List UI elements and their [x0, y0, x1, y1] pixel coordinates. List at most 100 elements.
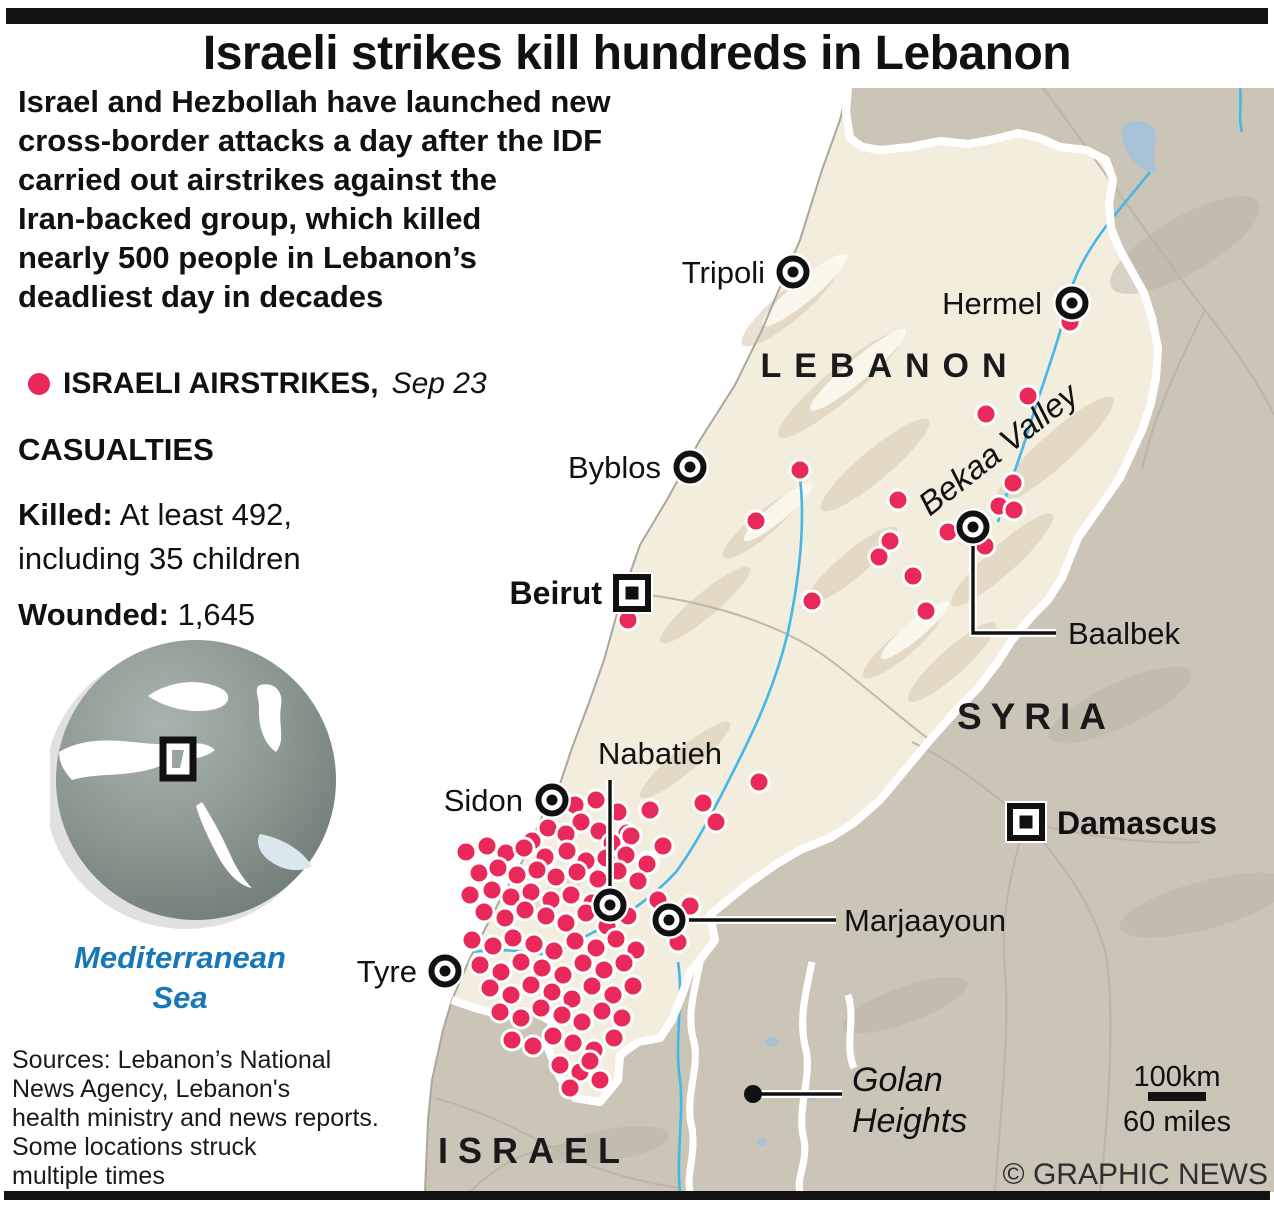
- airstrike-dot: [488, 1000, 512, 1024]
- airstrike-dot: [558, 1076, 582, 1100]
- bottom-rule-bar: [4, 1191, 1270, 1200]
- airstrike-dot: [522, 932, 546, 956]
- airstrike-dot: [458, 883, 482, 907]
- airstrike-dot: [691, 791, 715, 815]
- airstrike-dot: [550, 1003, 574, 1027]
- airstrike-dot-icon: [28, 373, 50, 395]
- country-label-syria: SYRIA: [957, 696, 1115, 737]
- airstrike-dot: [534, 904, 558, 928]
- scale-km: 100km: [1133, 1061, 1220, 1093]
- airstrike-dot: [974, 402, 998, 426]
- intro-text: Israel and Hezbollah have launched new c…: [18, 84, 611, 314]
- airstrike-dot: [521, 1034, 545, 1058]
- globe-seas: [59, 682, 282, 888]
- casualties-heading: CASUALTIES: [18, 432, 214, 467]
- town-marker-core: [787, 266, 799, 278]
- airstrike-dot: [500, 1028, 524, 1052]
- city-label-nabatieh: Nabatieh: [598, 736, 722, 771]
- leader-dot: [744, 1085, 762, 1103]
- city-label-hermel: Hermel: [942, 286, 1042, 321]
- airstrike-dot: [505, 863, 529, 887]
- airstrike-dot: [542, 939, 566, 963]
- lebanon-border: [452, 88, 1162, 1106]
- airstrike-dot: [586, 867, 610, 891]
- airstrike-dot: [584, 936, 608, 960]
- killed-line: Killed: At least 492,: [18, 497, 292, 533]
- airstrike-dot: [475, 834, 499, 858]
- city-label-sidon: Sidon: [444, 783, 523, 818]
- airstrike-dot: [638, 798, 662, 822]
- airstrike-dot: [901, 564, 925, 588]
- airstrike-dot: [867, 545, 891, 569]
- city-label-beirut: Beirut: [510, 575, 603, 611]
- airstrike-dot: [651, 834, 675, 858]
- airstrike-dot: [612, 951, 636, 975]
- region-label-golan: Golan Heights: [852, 1061, 967, 1140]
- baalbek-leader: [971, 546, 1056, 635]
- airstrike-dot: [499, 983, 523, 1007]
- airstrike-legend-label: ISRAELI AIRSTRIKES,: [63, 367, 379, 400]
- credit: © GRAPHIC NEWS: [1003, 1158, 1268, 1191]
- airstrike-dot: [604, 927, 628, 951]
- airstrike-dot: [747, 770, 771, 794]
- airstrike-dot: [489, 960, 513, 984]
- airstrike-dot: [619, 824, 643, 848]
- airstrike-dot: [493, 906, 517, 930]
- airstrike-dot: [555, 839, 579, 863]
- scale-bar: [1148, 1092, 1206, 1101]
- airstrike-legend-date: Sep 23: [391, 367, 487, 400]
- airstrike-dot: [560, 987, 584, 1011]
- airstrike-dot: [1001, 471, 1025, 495]
- capital-marker-core: [625, 586, 639, 600]
- city-label-damascus: Damascus: [1057, 805, 1217, 841]
- wounded-label: Wounded:: [18, 597, 169, 632]
- city-markers: [426, 253, 1091, 990]
- airstrike-dot: [878, 529, 902, 553]
- capital-marker-core: [1019, 815, 1033, 829]
- city-label-tripoli: Tripoli: [682, 255, 765, 290]
- country-label-israel: ISRAEL: [438, 1130, 630, 1171]
- airstrike-dot: [610, 1006, 634, 1030]
- airstrike-dot: [548, 1053, 572, 1077]
- page-title: Israeli strikes kill hundreds in Lebanon: [202, 27, 1072, 80]
- airstrike-dot: [886, 488, 910, 512]
- airstrike-dot: [509, 1006, 533, 1030]
- airstrike-dot: [530, 956, 554, 980]
- airstrike-dot: [570, 1010, 594, 1034]
- airstrike-dot: [592, 958, 616, 982]
- town-marker-core: [663, 914, 675, 926]
- town-marker-core: [604, 899, 616, 911]
- airstrike-dot: [509, 950, 533, 974]
- airstrike-dot: [512, 836, 536, 860]
- scale-miles: 60 miles: [1123, 1106, 1231, 1138]
- airstrike-dot: [621, 974, 645, 998]
- airstrike-dot: [454, 840, 478, 864]
- airstrike-dot: [501, 926, 525, 950]
- airstrike-dot: [544, 865, 568, 889]
- town-marker-core: [1066, 297, 1078, 309]
- airstrike-dot: [626, 869, 650, 893]
- airstrike-dot: [472, 900, 496, 924]
- airstrike-dot: [525, 858, 549, 882]
- airstrike-dot: [551, 963, 575, 987]
- city-label-baalbek: Baalbek: [1068, 616, 1181, 651]
- airstrike-dot: [744, 509, 768, 533]
- airstrike-dot: [559, 883, 583, 907]
- airstrike-dot: [578, 1049, 602, 1073]
- town-marker-core: [684, 461, 696, 473]
- airstrike-dot: [788, 458, 812, 482]
- town-marker-core: [439, 965, 451, 977]
- airstrike-dot: [1002, 498, 1026, 522]
- city-label-tyre: Tyre: [357, 954, 417, 989]
- globe-gulf-sea: [258, 834, 312, 871]
- roads: [434, 87, 1274, 1193]
- killed-value: At least 492,: [119, 497, 292, 532]
- airstrike-dot: [467, 861, 491, 885]
- airstrike-dot: [561, 1031, 585, 1055]
- airstrike-dot: [588, 1068, 612, 1092]
- airstrike-legend: ISRAELI AIRSTRIKES, Sep 23: [28, 367, 487, 401]
- airstrike-dot: [602, 1026, 626, 1050]
- wounded-line: Wounded: 1,645: [18, 597, 255, 633]
